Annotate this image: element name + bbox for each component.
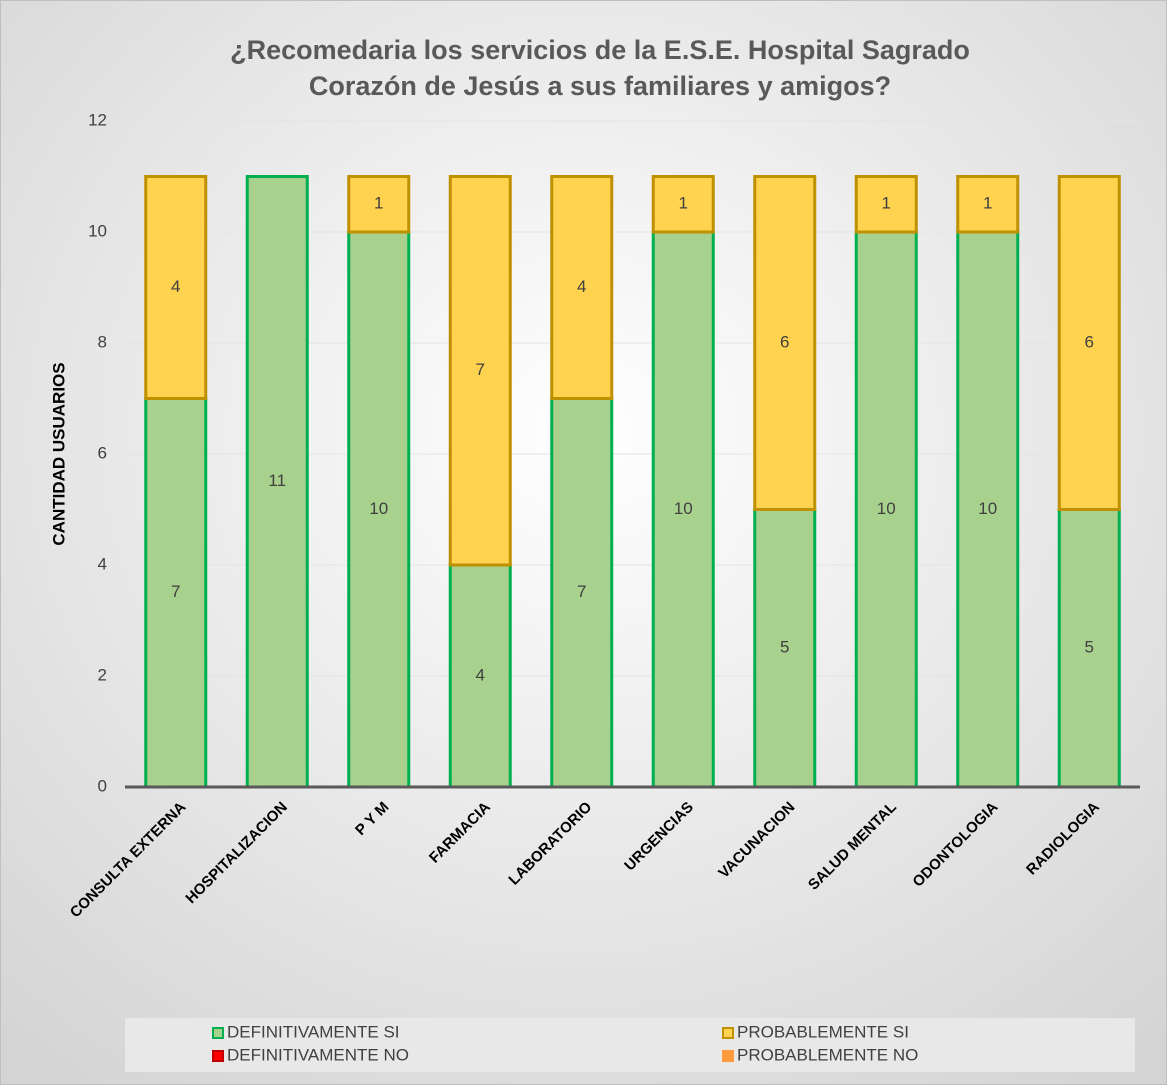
data-label: 4 [577,277,586,296]
y-tick-label: 4 [98,554,107,573]
data-label: 1 [374,194,383,213]
data-label: 1 [882,194,891,213]
data-label: 6 [780,332,789,351]
y-tick-label: 10 [88,221,107,240]
bar-segment [550,175,614,400]
bar-segment [448,563,512,789]
legend-swatch [212,1027,224,1039]
legend-box [125,1018,1135,1072]
data-label: 11 [268,471,286,490]
data-label: 1 [679,194,688,213]
legend-swatch [212,1050,224,1062]
y-tick-label: 8 [98,332,107,351]
bar-segment [1057,175,1121,511]
bar-segment [550,397,614,789]
data-label: 5 [1085,638,1094,657]
bar-segment [854,175,918,234]
bar-segment [347,175,411,234]
y-tick-label: 6 [98,443,107,462]
bar-segment [347,230,411,789]
data-label: 10 [978,499,997,518]
bar-segment [651,175,715,234]
data-label: 10 [674,499,693,518]
legend-label: PROBABLEMENTE NO [737,1045,918,1064]
chart-title: ¿Recomedaria los servicios de la E.S.E. … [230,35,970,101]
bar-segment [956,175,1020,234]
data-label: 10 [877,499,896,518]
data-label: 4 [476,665,485,684]
bar-segment [956,230,1020,789]
bar-segment [448,175,512,567]
data-label: 5 [780,638,789,657]
legend-label: PROBABLEMENTE SI [737,1022,909,1041]
y-tick-label: 12 [88,110,107,129]
data-label: 7 [577,582,586,601]
data-label: 7 [171,582,180,601]
y-axis-title: CANTIDAD USUARIOS [49,362,68,545]
data-label: 10 [369,499,388,518]
legend-swatch [722,1050,734,1062]
data-label: 7 [476,360,485,379]
legend-swatch [722,1027,734,1039]
bar-segment [245,175,309,789]
legend-label: DEFINITIVAMENTE SI [227,1022,400,1041]
data-label: 4 [171,277,180,296]
bar-segment [651,230,715,789]
data-label: 1 [983,194,992,213]
y-tick-label: 2 [98,665,107,684]
data-label: 6 [1085,332,1094,351]
bar-segment [144,175,208,400]
bar-segment [1057,508,1121,789]
bar-segment [753,175,817,511]
legend-label: DEFINITIVAMENTE NO [227,1045,409,1064]
y-tick-label: 0 [98,776,107,795]
